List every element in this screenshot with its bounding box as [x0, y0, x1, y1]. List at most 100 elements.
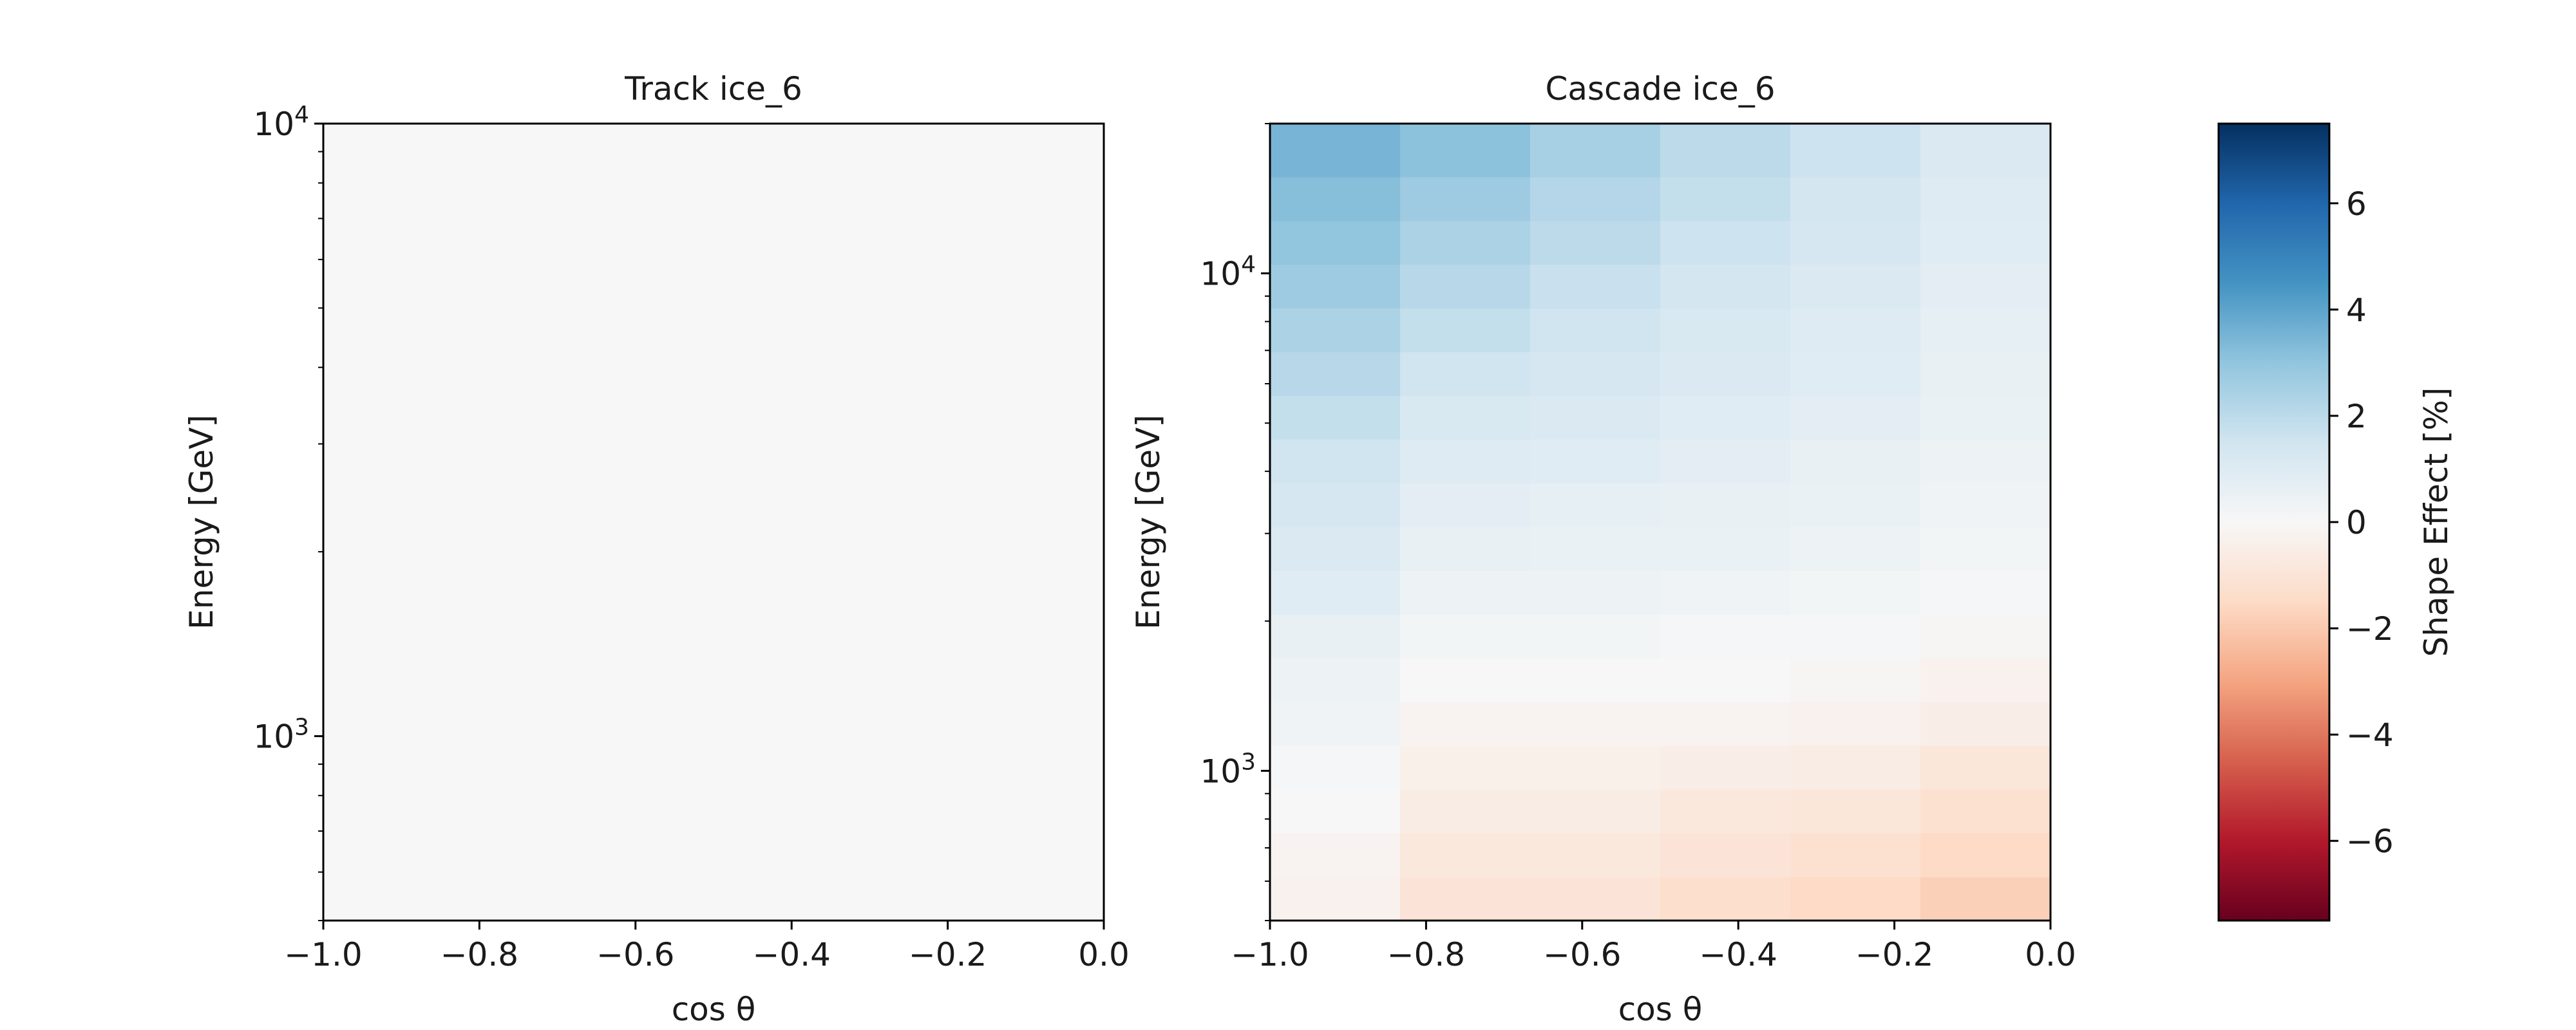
colorbar-tick-label: −2	[2346, 610, 2394, 648]
x-tick-label: −0.8	[1387, 936, 1465, 973]
x-tick-label: −1.0	[284, 936, 362, 973]
heatmap-cell	[1400, 614, 1531, 659]
track-x-axis-label: cos θ	[672, 991, 756, 1028]
heatmap-cell	[1270, 220, 1401, 265]
heatmap-cell	[1530, 395, 1661, 440]
heatmap-cell	[1270, 789, 1401, 834]
colorbar-ticks: −6 −4 −2 0 2 4 6	[2329, 185, 2394, 860]
y-tick-label: 103	[1200, 749, 1256, 790]
heatmap-cell	[1790, 658, 1921, 702]
heatmap-cell	[1790, 176, 1921, 221]
heatmap-cell	[323, 124, 1104, 921]
colorbar-tick-label: 2	[2346, 398, 2367, 435]
heatmap-cell	[1660, 832, 1791, 877]
cascade-x-axis-label: cos θ	[1618, 991, 1703, 1028]
heatmap-cell	[1920, 832, 2051, 877]
heatmap-cell	[1400, 527, 1531, 571]
colorbar-tick-label: 6	[2346, 185, 2367, 223]
heatmap-cell	[1920, 351, 2051, 397]
y-tick-label: 104	[1200, 252, 1256, 293]
heatmap-cell	[1920, 658, 2051, 702]
heatmap-cell	[1400, 702, 1531, 746]
heatmap-cell	[1270, 264, 1401, 309]
heatmap-cell	[1530, 351, 1661, 397]
x-tick-label: −0.4	[1699, 936, 1777, 973]
heatmap-cell	[1660, 395, 1791, 440]
heatmap-cell	[1920, 439, 2051, 484]
heatmap-cell	[1270, 124, 1401, 178]
heatmap-cell	[1270, 702, 1401, 746]
heatmap-cell	[1660, 351, 1791, 397]
colorbar-tick-label: −4	[2346, 716, 2394, 754]
heatmap-cell	[1530, 702, 1661, 746]
heatmap-cell	[1400, 308, 1531, 353]
x-tick-label: 0.0	[1078, 936, 1130, 973]
heatmap-cell	[1660, 124, 1791, 178]
cascade-x-ticks: −1.0 −0.8 −0.6 −0.4 −0.2 0.0	[1231, 921, 2076, 973]
heatmap-cell	[1660, 702, 1791, 746]
heatmap-cell	[1400, 570, 1531, 615]
heatmap-cell	[1660, 877, 1791, 921]
heatmap-cell	[1270, 745, 1401, 790]
heatmap-cell	[1400, 176, 1531, 221]
heatmap-cell	[1920, 877, 2051, 921]
heatmap-cell	[1530, 527, 1661, 571]
cascade-heatmap-cells	[1270, 124, 2051, 921]
heatmap-cell	[1660, 789, 1791, 834]
heatmap-cell	[1660, 483, 1791, 528]
heatmap-cell	[1790, 614, 1921, 659]
heatmap-cell	[1400, 877, 1531, 921]
heatmap-cell	[1920, 395, 2051, 440]
heatmap-cell	[1270, 483, 1401, 528]
track-x-ticks: −1.0 −0.8 −0.6 −0.4 −0.2 0.0	[284, 921, 1130, 973]
heatmap-cell	[1400, 658, 1531, 702]
heatmap-cell	[1660, 570, 1791, 615]
heatmap-cell	[1270, 176, 1401, 221]
heatmap-cell	[1400, 745, 1531, 790]
cascade-y-ticks: 103 104	[1200, 123, 1270, 921]
heatmap-cell	[1530, 439, 1661, 484]
heatmap-cell	[1790, 570, 1921, 615]
cascade-panel-title: Cascade ice_6	[1545, 70, 1775, 108]
heatmap-cell	[1270, 351, 1401, 397]
heatmap-cell	[1790, 702, 1921, 746]
heatmap-cell	[1400, 124, 1531, 178]
track-plot-frame	[322, 122, 1105, 922]
heatmap-cell	[1270, 395, 1401, 440]
heatmap-cell	[1920, 527, 2051, 571]
heatmap-cell	[1660, 614, 1791, 659]
x-tick-label: −0.6	[1543, 936, 1621, 973]
heatmap-cell	[1920, 789, 2051, 834]
heatmap-cell	[1400, 483, 1531, 528]
track-panel: Track ice_6 −1.0 −0.8 −0.6 −0.4 −0.2 0.0 1031…	[183, 70, 1130, 1028]
heatmap-cell	[1790, 220, 1921, 265]
x-tick-label: −0.2	[909, 936, 987, 973]
heatmap-cell	[1530, 308, 1661, 353]
heatmap-cell	[1270, 439, 1401, 484]
y-tick-label: 104	[253, 102, 309, 143]
cascade-y-axis-label: Energy [GeV]	[1130, 415, 1167, 630]
heatmap-cell	[1790, 483, 1921, 528]
heatmap-cell	[1660, 220, 1791, 265]
heatmap-cell	[1530, 570, 1661, 615]
heatmap-cell	[1660, 658, 1791, 702]
heatmap-cell	[1270, 614, 1401, 659]
heatmap-cell	[1790, 745, 1921, 790]
heatmap-cell	[1530, 658, 1661, 702]
heatmap-cell	[1270, 527, 1401, 571]
heatmap-cell	[1530, 483, 1661, 528]
heatmap-cell	[1920, 570, 2051, 615]
colorbar-tick-label: 4	[2346, 292, 2367, 329]
heatmap-cell	[1920, 614, 2051, 659]
x-tick-label: 0.0	[2025, 936, 2076, 973]
heatmap-cell	[1790, 527, 1921, 571]
heatmap-cell	[1920, 483, 2051, 528]
heatmap-cell	[1530, 614, 1661, 659]
heatmap-cell	[1530, 832, 1661, 877]
colorbar-tick-label: 0	[2346, 504, 2367, 541]
y-tick-label: 103	[253, 715, 309, 756]
heatmap-cell	[1790, 264, 1921, 309]
x-tick-label: −0.6	[596, 936, 674, 973]
heatmap-cell	[1660, 264, 1791, 309]
